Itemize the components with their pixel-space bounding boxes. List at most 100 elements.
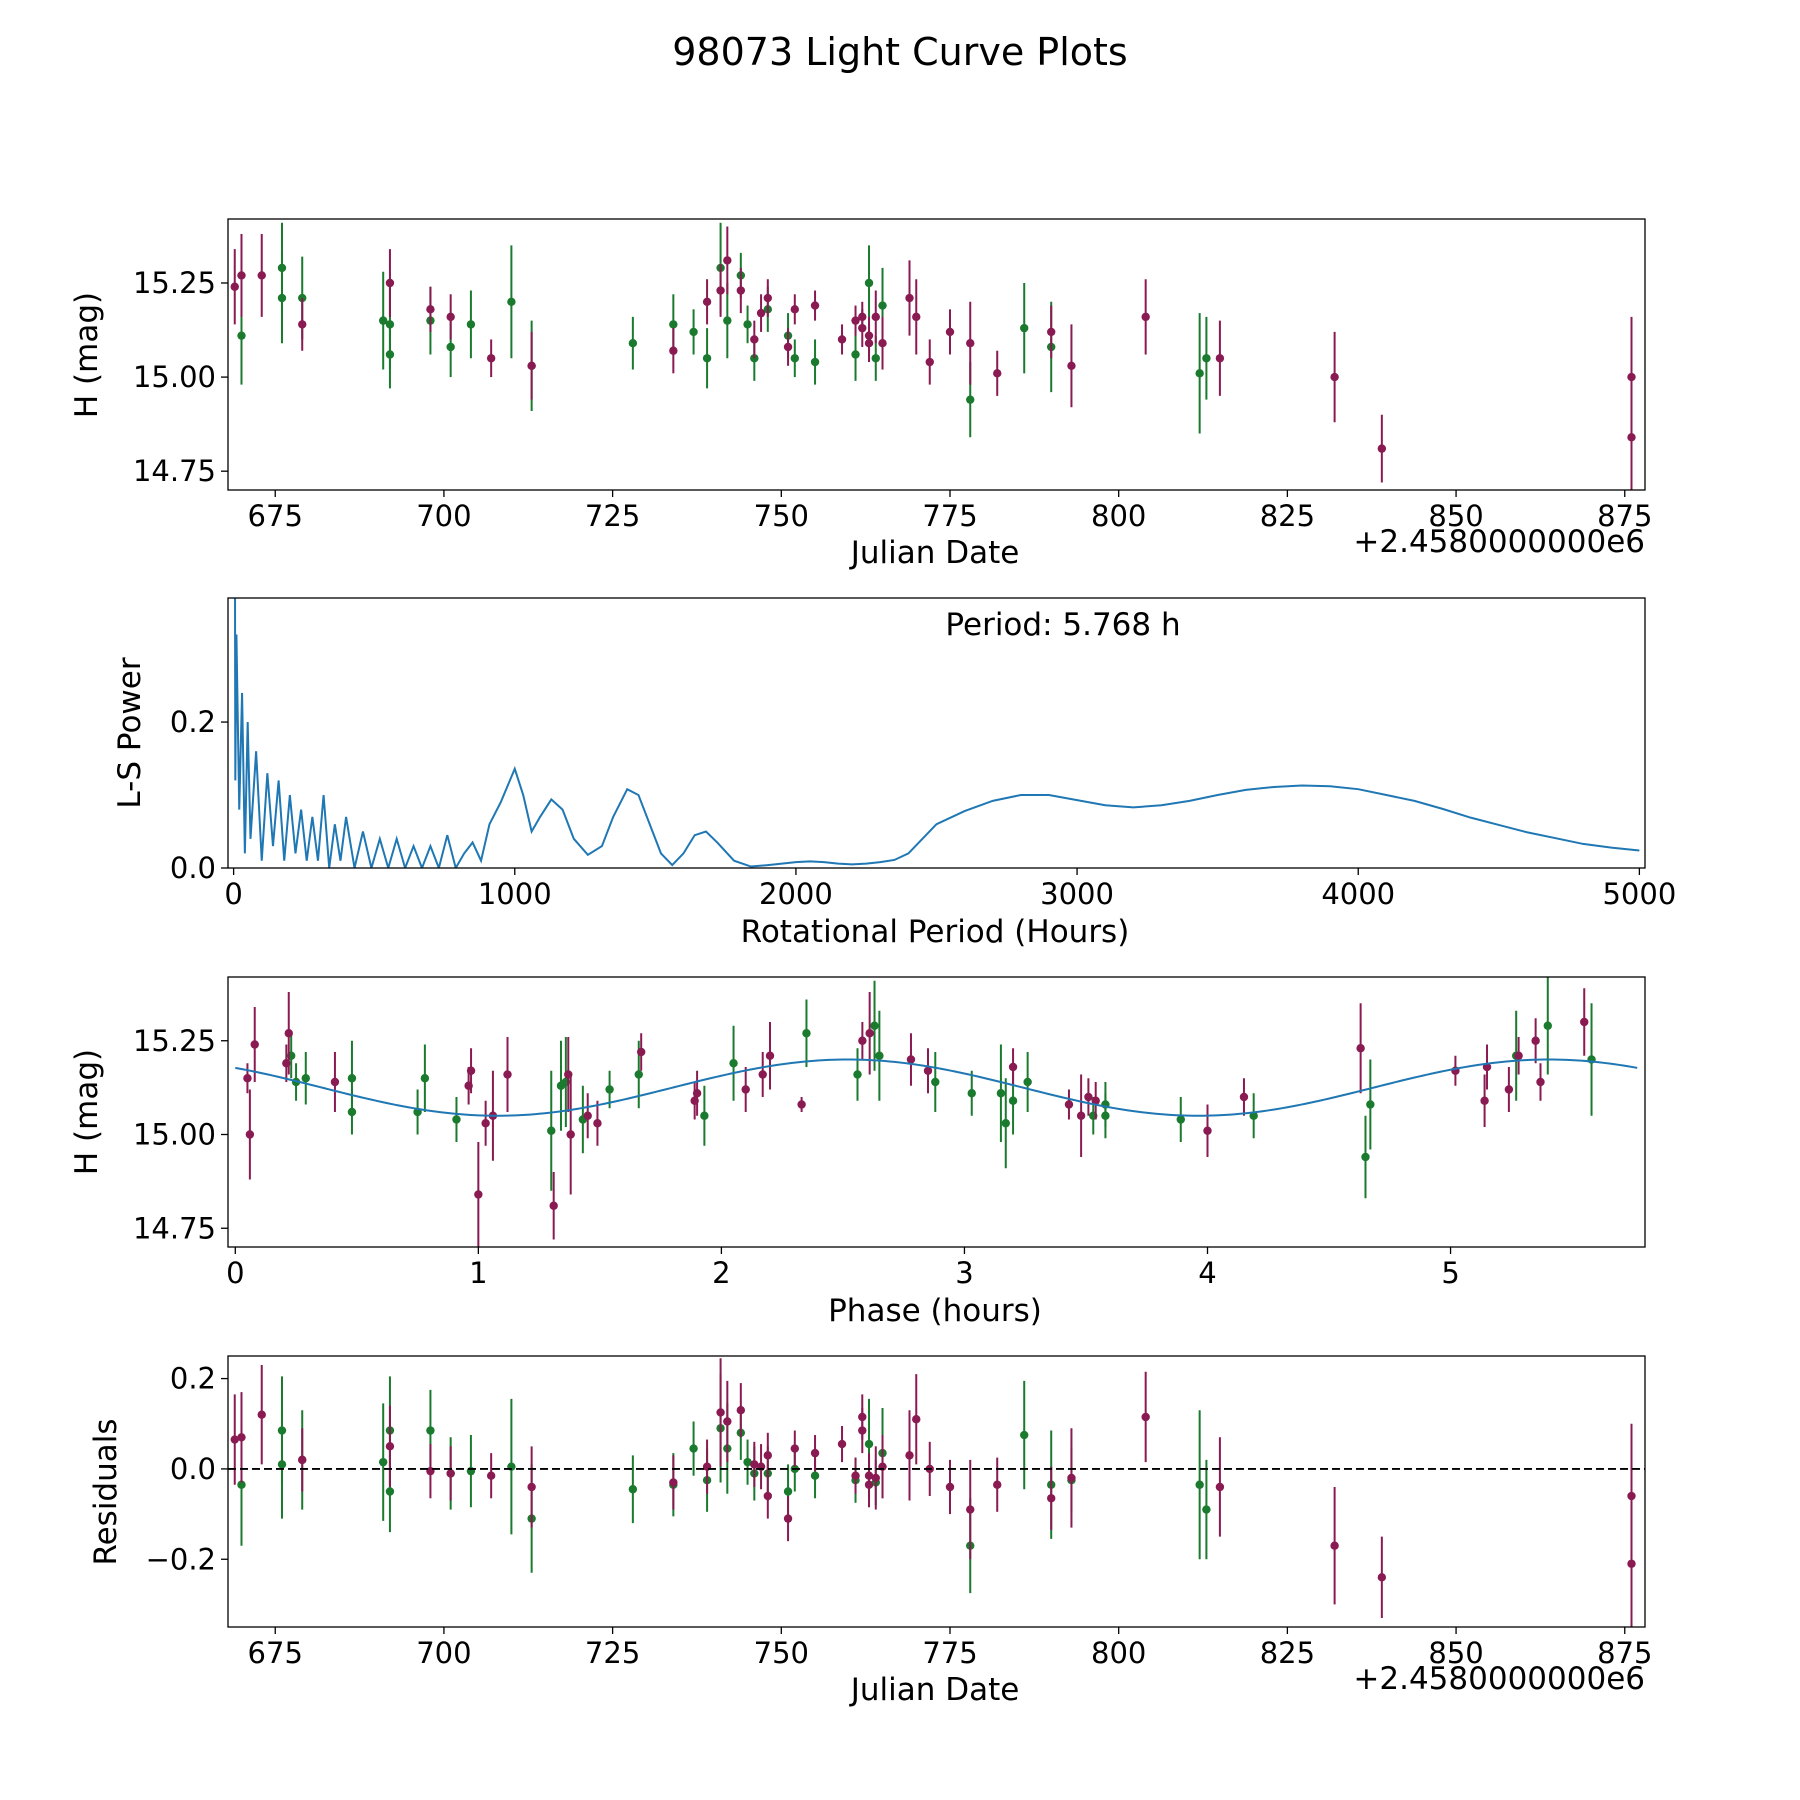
data-point (858, 323, 867, 333)
y-axis-label: H (mag) (69, 1049, 105, 1175)
data-point (527, 1482, 536, 1492)
data-point (870, 1021, 879, 1030)
x-tick-label: 700 (416, 1636, 471, 1670)
data-point (966, 395, 975, 404)
data-point (689, 1444, 698, 1453)
panel-residuals: 675 700 725 750 775 800 825 850 875 −0.2 0.0 0.2 Jul… (88, 1355, 1652, 1708)
x-axis-label: Julian Date (849, 535, 1020, 571)
data-point (993, 369, 1002, 378)
series-green-band (237, 1374, 1211, 1594)
data-point (1141, 1412, 1150, 1422)
data-point (1176, 1115, 1185, 1124)
data-point (301, 1074, 310, 1083)
data-point (636, 1047, 646, 1057)
data-point (763, 1491, 773, 1501)
data-point (702, 297, 712, 307)
model-curve (235, 1058, 1638, 1117)
data-point (1008, 1062, 1018, 1072)
data-point (474, 1190, 483, 1199)
data-point (426, 305, 435, 314)
data-point (1480, 1096, 1489, 1105)
data-point (853, 1070, 862, 1079)
data-point (765, 1051, 775, 1060)
data-point (446, 1469, 455, 1478)
x-tick-label: 850 (1428, 499, 1483, 533)
x-tick-label: 875 (1597, 499, 1652, 533)
data-point (912, 312, 921, 322)
y-tick-label: 15.25 (133, 266, 216, 300)
data-point (1580, 1017, 1589, 1027)
x-tick-label: 850 (1428, 1636, 1483, 1670)
panel-lightcurve: 675 700 725 750 775 800 825 850 875 14.75 15.00 15.… (69, 218, 1652, 571)
data-point (743, 320, 752, 329)
panel-periodogram: 0 1000 2000 3000 4000 5000 0.0 0.2 Rotational Pe… (112, 597, 1676, 950)
data-point (1020, 323, 1029, 333)
data-point (1361, 1152, 1370, 1162)
data-point (810, 301, 820, 310)
data-point (1377, 444, 1387, 453)
data-point (298, 293, 307, 303)
data-point (851, 350, 860, 359)
data-point (250, 1040, 259, 1049)
data-point (330, 1077, 340, 1087)
data-point (1543, 1021, 1552, 1030)
data-point (858, 1036, 867, 1045)
data-point (864, 278, 874, 288)
x-tick-label: 4000 (1321, 877, 1395, 911)
data-point (741, 1085, 750, 1094)
data-point (446, 312, 455, 322)
data-point (486, 1471, 496, 1480)
x-tick-label: 0 (226, 1256, 244, 1290)
data-point (865, 1029, 874, 1038)
data-point (1195, 1480, 1204, 1489)
data-point (925, 357, 934, 367)
data-point (547, 1126, 556, 1135)
data-point (810, 1471, 820, 1480)
data-point (1536, 1077, 1545, 1087)
x-tick-label: 3000 (1040, 877, 1114, 911)
data-point (420, 1074, 430, 1083)
x-tick-label: 875 (1597, 1636, 1652, 1670)
data-point (783, 1487, 793, 1496)
x-tick-label: 675 (248, 499, 303, 533)
data-point (426, 1426, 435, 1435)
data-point (237, 271, 246, 280)
x-tick-label: 775 (922, 499, 977, 533)
data-point (1377, 1573, 1387, 1582)
data-point (871, 312, 880, 322)
x-offset-label: +2.4580000000e6 (1353, 524, 1645, 560)
y-tick-label: 15.00 (133, 360, 216, 394)
x-tick-label: 750 (754, 499, 809, 533)
data-point (1366, 1100, 1375, 1109)
x-tick-label: 4 (1198, 1256, 1216, 1290)
x-axis-label: Phase (hours) (828, 1293, 1042, 1329)
data-point (628, 339, 638, 348)
data-point (385, 350, 395, 359)
data-point (837, 335, 847, 344)
y-tick-label: 15.25 (133, 1024, 216, 1058)
data-point (1203, 1126, 1212, 1135)
data-point (1047, 327, 1056, 337)
data-point (802, 1029, 811, 1038)
data-point (858, 1426, 867, 1435)
data-point (905, 293, 914, 303)
panel-phased-lightcurve: 0 1 2 3 4 5 14.75 15.00 15.25 Phase (hours) H (mag… (69, 976, 1646, 1329)
x-tick-label: 675 (248, 1636, 303, 1670)
data-point (729, 1059, 738, 1068)
data-point (669, 1478, 678, 1487)
data-point (277, 1460, 287, 1469)
data-point (1531, 1036, 1540, 1045)
y-tick-label: −0.2 (146, 1542, 216, 1576)
data-point (810, 1448, 820, 1458)
x-axis-label: Julian Date (849, 1672, 1020, 1708)
data-point (385, 1442, 395, 1451)
data-point (1067, 361, 1076, 370)
data-point (605, 1085, 614, 1094)
series-green-band (237, 222, 1211, 438)
data-point (1504, 1085, 1514, 1094)
data-point (481, 1119, 490, 1128)
x-tick-label: 725 (585, 1636, 640, 1670)
data-point (851, 1471, 860, 1480)
data-point (284, 1029, 293, 1038)
data-point (486, 354, 496, 363)
